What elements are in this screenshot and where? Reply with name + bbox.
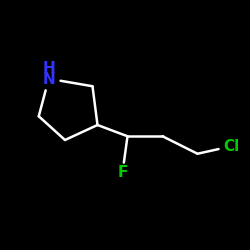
Text: Cl: Cl [223, 139, 240, 154]
Text: F: F [117, 165, 128, 180]
Text: N: N [42, 72, 55, 88]
Text: H: H [42, 61, 55, 76]
